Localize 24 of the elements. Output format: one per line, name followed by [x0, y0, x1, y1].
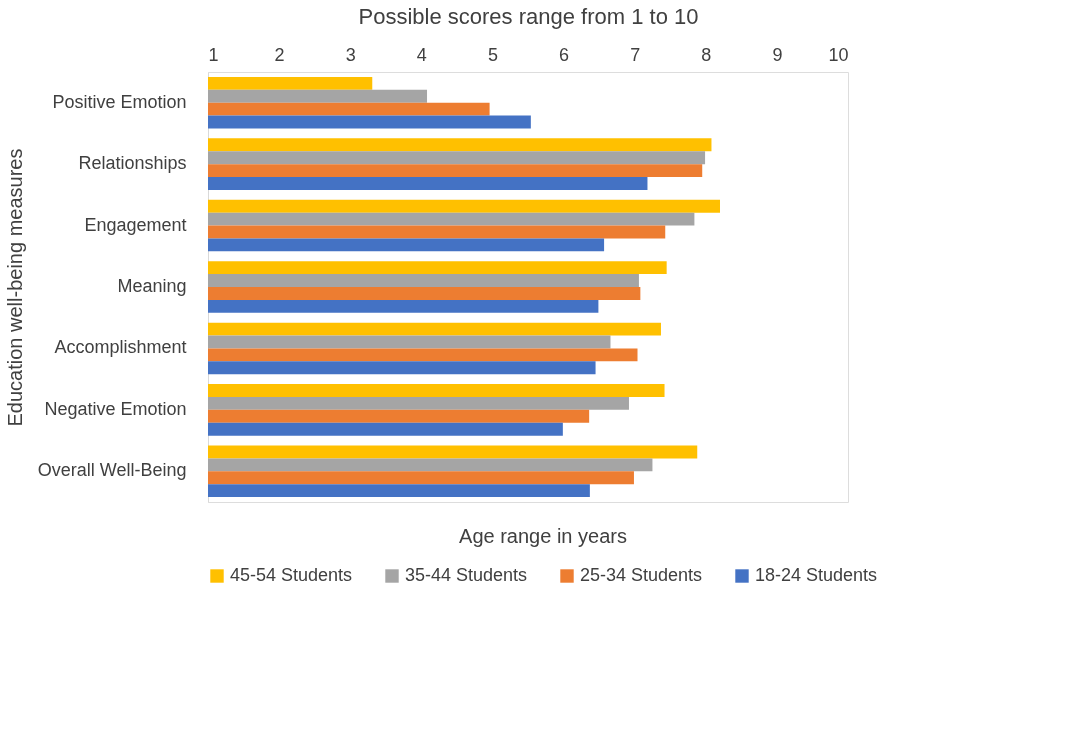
legend-title: Age range in years	[459, 525, 627, 547]
x-tick-label: 8	[701, 44, 712, 65]
x-tick-label: 5	[487, 44, 498, 65]
x-tick-label: 1	[208, 44, 219, 65]
legend-label: 35-44 Students	[405, 565, 528, 585]
y-axis-title: Education well-being measures	[3, 148, 26, 427]
x-tick-label: 9	[772, 44, 783, 65]
x-tick-label: 6	[559, 44, 570, 65]
x-tick-label: 4	[416, 44, 427, 65]
legend-label: 25-34 Students	[580, 565, 703, 585]
legend-label: 45-54 Students	[230, 565, 353, 585]
y-tick-label: Accomplishment	[54, 337, 187, 358]
x-tick-label: 7	[630, 44, 641, 65]
x-tick-label: 3	[345, 44, 356, 65]
y-tick-label: Relationships	[78, 153, 187, 174]
x-tick-label: 10	[828, 44, 849, 65]
legend-label: 18-24 Students	[755, 565, 878, 585]
y-tick-label: Negative Emotion	[44, 398, 187, 419]
y-tick-label: Engagement	[84, 214, 187, 235]
y-tick-label: Positive Emotion	[52, 91, 187, 112]
y-tick-label: Meaning	[117, 276, 187, 296]
x-tick-label: 2	[274, 44, 285, 65]
y-tick-label: Overall Well-Being	[37, 460, 187, 481]
x-axis-title: Possible scores range from 1 to 10	[358, 3, 699, 29]
